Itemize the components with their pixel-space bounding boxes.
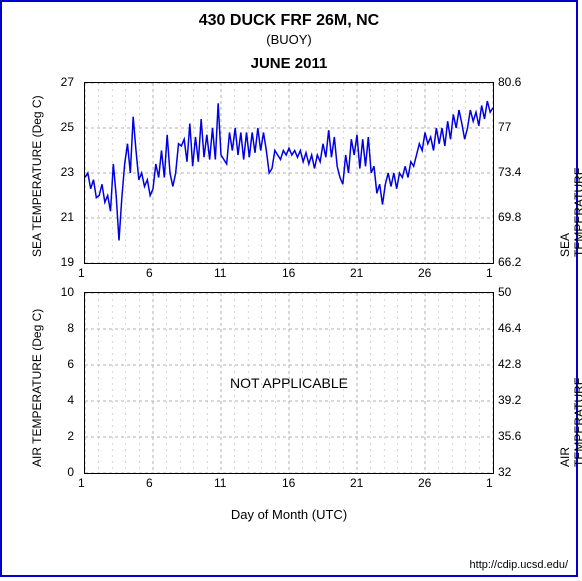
y-tick: 73.4 xyxy=(498,165,521,179)
x-tick: 26 xyxy=(418,266,431,280)
y-tick: 21 xyxy=(61,210,74,224)
x-tick: 11 xyxy=(214,476,226,490)
y-tick: 6 xyxy=(67,357,74,371)
y-tick: 69.8 xyxy=(498,210,521,224)
chart-frame: 430 DUCK FRF 26M, NC (BUOY) JUNE 2011 SE… xyxy=(0,0,578,577)
y-tick: 0 xyxy=(67,465,74,479)
y-tick: 10 xyxy=(61,285,74,299)
air-temp-plot: NOT APPLICABLE xyxy=(84,292,494,474)
footer-url: http://cdip.ucsd.edu/ xyxy=(470,559,568,571)
y-tick: 2 xyxy=(67,429,74,443)
x-tick: 21 xyxy=(350,266,363,280)
y-tick: 77 xyxy=(498,120,511,134)
sea-temp-plot xyxy=(84,82,494,264)
x-tick: 16 xyxy=(282,476,295,490)
y-tick: 35.6 xyxy=(498,429,521,443)
x-tick: 11 xyxy=(214,266,226,280)
x-tick: 6 xyxy=(146,476,153,490)
y-tick: 19 xyxy=(61,255,74,269)
x-tick: 1 xyxy=(486,476,493,490)
y-tick: 25 xyxy=(61,120,74,134)
air-right-axis-label: AIR TEMPERATURE (Deg F) xyxy=(558,377,582,467)
x-axis-label: Day of Month (UTC) xyxy=(2,507,576,522)
sea-right-axis-label: SEA TEMPERATURE (Deg F) xyxy=(558,167,582,257)
y-tick: 4 xyxy=(67,393,74,407)
y-tick: 66.2 xyxy=(498,255,521,269)
not-applicable-text: NOT APPLICABLE xyxy=(85,375,493,391)
subtitle: (BUOY) xyxy=(2,32,576,47)
y-tick: 80.6 xyxy=(498,75,521,89)
y-tick: 42.8 xyxy=(498,357,521,371)
x-tick: 1 xyxy=(486,266,493,280)
y-tick: 50 xyxy=(498,285,511,299)
y-tick: 27 xyxy=(61,75,74,89)
y-tick: 39.2 xyxy=(498,393,521,407)
sea-left-axis-label: SEA TEMPERATURE (Deg C) xyxy=(30,95,44,257)
x-tick: 21 xyxy=(350,476,363,490)
y-tick: 23 xyxy=(61,165,74,179)
x-tick: 26 xyxy=(418,476,431,490)
y-tick: 32 xyxy=(498,465,511,479)
x-tick: 1 xyxy=(78,476,85,490)
x-tick: 6 xyxy=(146,266,153,280)
y-tick: 46.4 xyxy=(498,321,521,335)
x-tick: 1 xyxy=(78,266,85,280)
x-tick: 16 xyxy=(282,266,295,280)
air-left-axis-label: AIR TEMPERATURE (Deg C) xyxy=(30,309,44,467)
month-title: JUNE 2011 xyxy=(2,55,576,72)
main-title: 430 DUCK FRF 26M, NC xyxy=(2,12,576,30)
y-tick: 8 xyxy=(67,321,74,335)
